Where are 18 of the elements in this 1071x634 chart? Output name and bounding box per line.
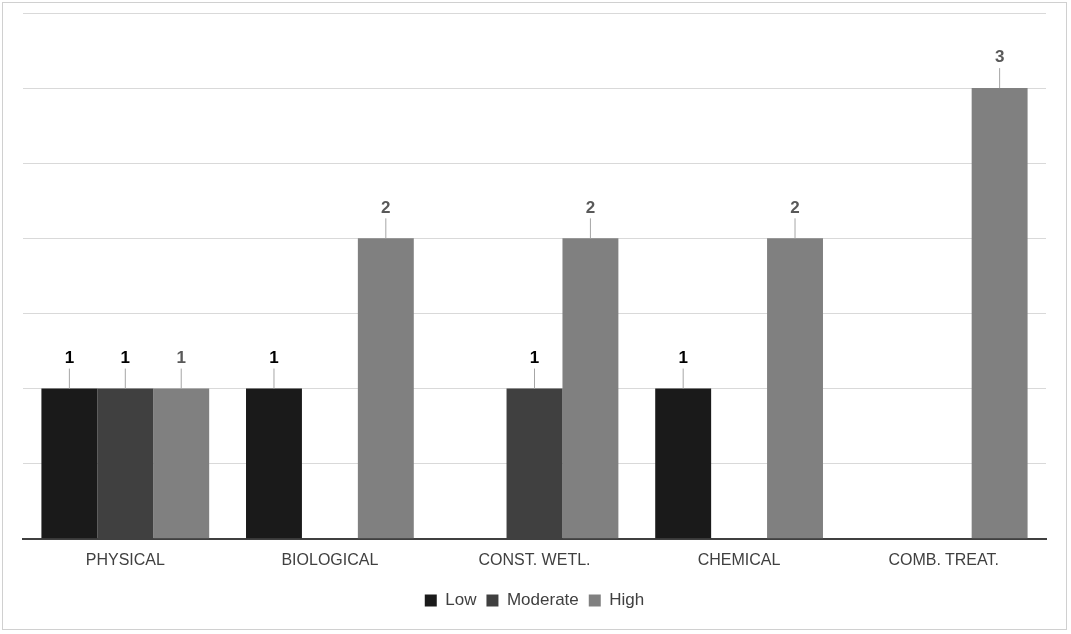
data-label: 1 <box>176 347 186 367</box>
legend-label: Moderate <box>506 590 579 610</box>
data-label: 2 <box>790 197 800 217</box>
x-tick-label: COMB. TREAT. <box>888 550 999 568</box>
x-tick-label: CONST. WETL. <box>478 550 591 568</box>
data-label: 3 <box>994 47 1005 67</box>
x-tick-label: CHEMICAL <box>697 550 781 568</box>
x-tick-label: BIOLOGICAL <box>281 550 379 568</box>
data-label: 2 <box>381 197 391 217</box>
data-label: 1 <box>678 347 688 367</box>
data-label: 2 <box>585 197 596 217</box>
x-tick-label: PHYSICAL <box>85 550 165 568</box>
data-label: 1 <box>529 347 540 367</box>
legend-label: High <box>609 590 645 610</box>
data-label: 1 <box>64 347 75 367</box>
legend-label: Low <box>445 590 478 610</box>
data-label: 1 <box>120 347 131 367</box>
data-label: 1 <box>269 347 279 367</box>
